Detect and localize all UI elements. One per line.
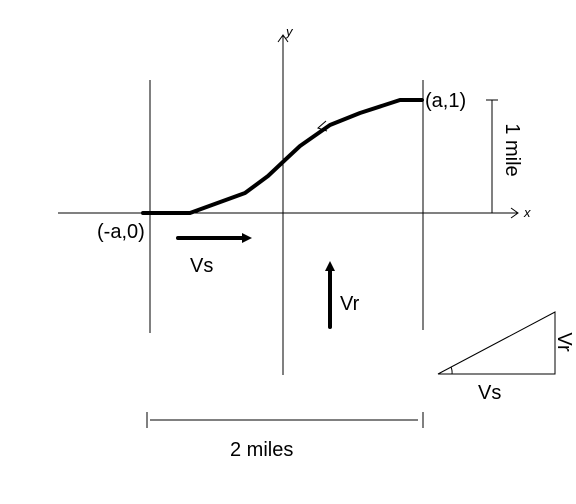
start-point-label: (-a,0) bbox=[97, 221, 145, 243]
stream-arrowhead bbox=[242, 233, 252, 243]
x-axis-arrow bbox=[510, 207, 519, 219]
stream-label: Vs bbox=[190, 255, 213, 277]
y-axis-label: y bbox=[285, 24, 294, 39]
height-label: 1 mile bbox=[501, 123, 523, 176]
triangle-horizontal-label: Vs bbox=[478, 382, 501, 404]
rower-arrowhead bbox=[325, 261, 335, 271]
angle-arc bbox=[450, 366, 453, 375]
path-arrow bbox=[317, 120, 328, 132]
rower-label: Vr bbox=[340, 293, 360, 315]
velocity-triangle bbox=[437, 311, 556, 375]
width-label: 2 miles bbox=[230, 439, 293, 461]
x-axis-label: x bbox=[523, 205, 531, 220]
triangle-vertical-label: Vr bbox=[553, 332, 575, 352]
end-point-label: (a,1) bbox=[425, 90, 466, 112]
y-axis-arrow bbox=[277, 34, 289, 43]
boat-path bbox=[141, 98, 424, 215]
